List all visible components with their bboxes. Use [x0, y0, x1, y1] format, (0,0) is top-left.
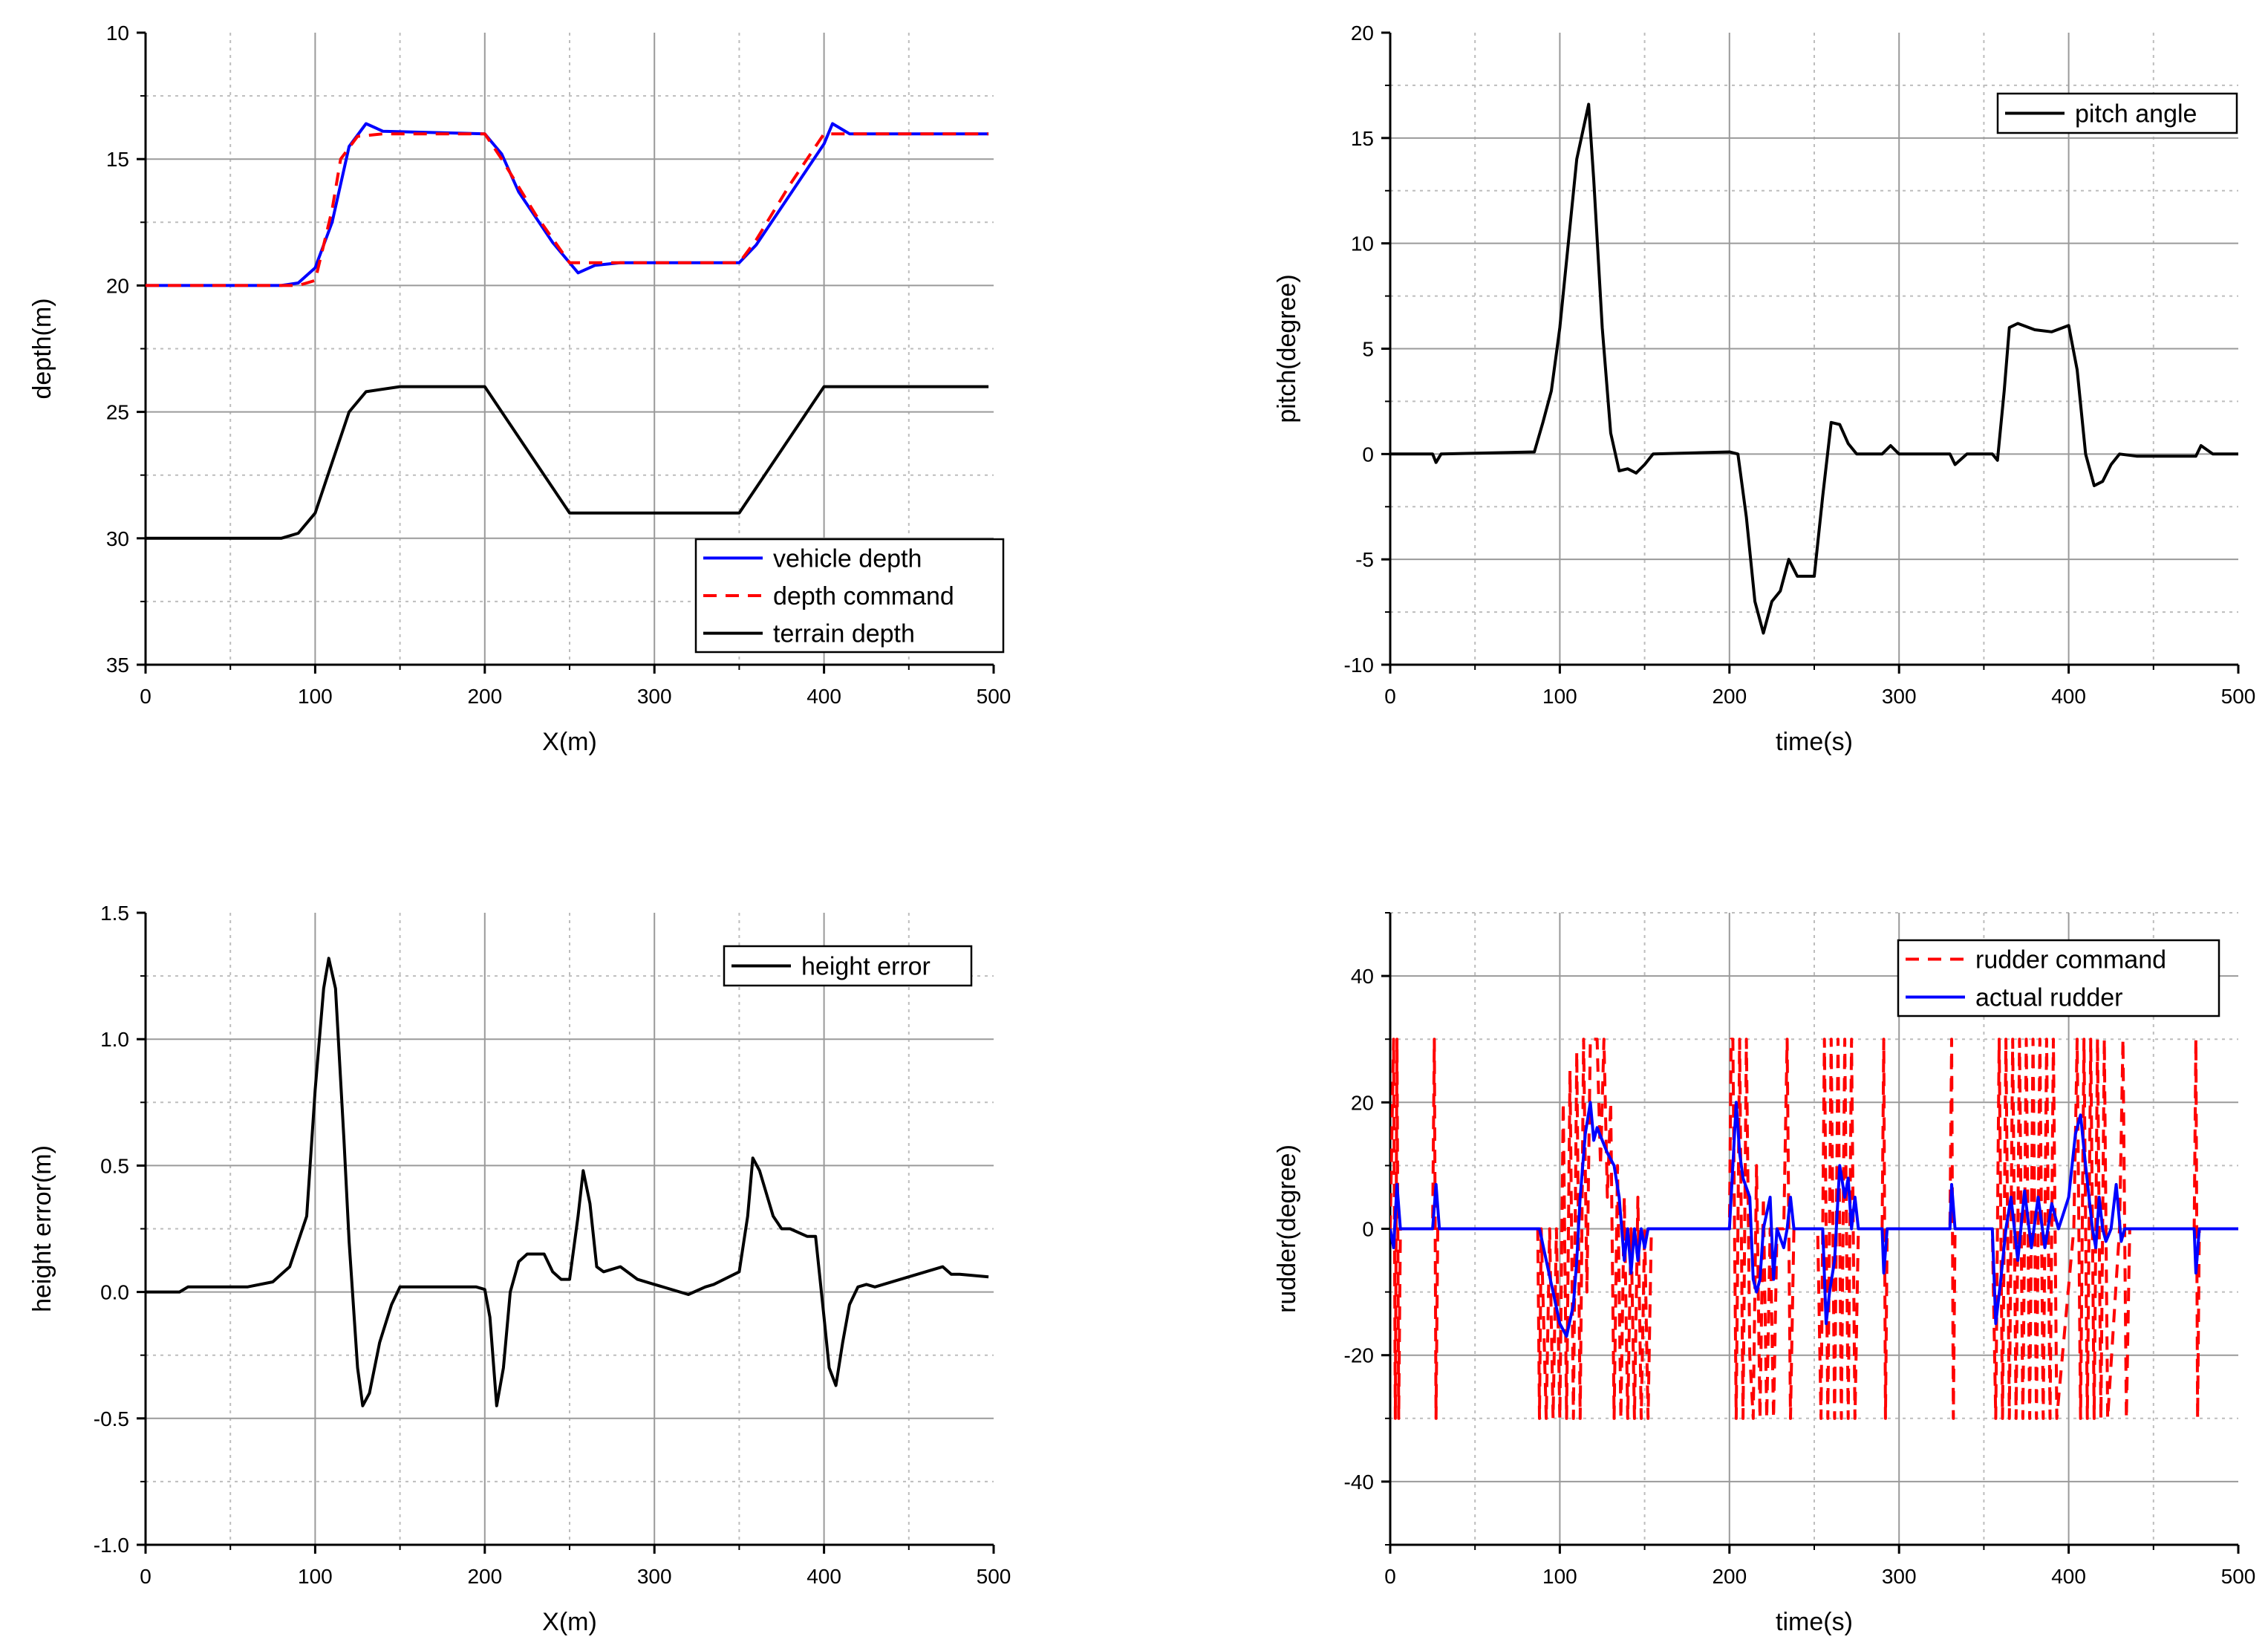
pitch-x-tick-label: 100 — [1542, 685, 1577, 708]
height_error-legend: height error — [723, 945, 973, 987]
depth-x-tick-label: 500 — [977, 685, 1011, 708]
depth-y-tick-label: 10 — [106, 22, 129, 45]
rudder-x-tick-label: 100 — [1542, 1565, 1577, 1588]
height_error-series-height-error — [146, 957, 989, 1407]
pitch-x-tick-label: 400 — [2051, 685, 2086, 708]
rudder-x-tick-label: 300 — [1882, 1565, 1917, 1588]
rudder-legend-label: rudder command — [1975, 946, 2166, 974]
rudder-legend: rudder command actual rudder — [1897, 939, 2220, 1017]
pitch-x-axis-label: time(s) — [1776, 728, 1853, 756]
depth-y-tick-label: 25 — [106, 401, 129, 424]
rudder-y-tick-label: -20 — [1344, 1344, 1374, 1367]
height_error-y-tick-label: -1.0 — [94, 1534, 129, 1557]
pitch-y-tick-label: 0 — [1362, 443, 1374, 466]
depth-x-tick-label: 400 — [806, 685, 841, 708]
depth-y-tick-label: 15 — [106, 148, 129, 171]
depth-series-depth-command — [146, 132, 989, 287]
depth-y-axis-label: depth(m) — [28, 298, 56, 399]
rudder-x-axis-label: time(s) — [1776, 1608, 1853, 1636]
depth-series-terrain-depth — [146, 385, 989, 540]
depth-legend: vehicle depth depth command terrain depth — [694, 538, 1005, 654]
pitch-y-tick-label: 5 — [1362, 338, 1374, 361]
height_error-y-tick-label: -0.5 — [94, 1407, 129, 1430]
rudder-y-tick-label: 40 — [1351, 965, 1374, 988]
rudder-x-tick-label: 200 — [1712, 1565, 1747, 1588]
depth-legend-label: depth command — [773, 582, 954, 610]
depth-x-tick-label: 300 — [637, 685, 672, 708]
height_error-y-tick-label: 0.5 — [100, 1154, 129, 1177]
height_error-legend-label: height error — [801, 953, 931, 981]
depth-y-tick-label: 35 — [106, 654, 129, 677]
depth-series-group — [146, 122, 989, 540]
pitch-y-axis-label: pitch(degree) — [1273, 274, 1301, 423]
rudder-series-rudder-command — [1390, 1038, 2238, 1420]
depth-x-tick-label: 200 — [467, 685, 502, 708]
pitch-y-tick-label: 10 — [1351, 232, 1374, 255]
pitch-y-tick-label: 15 — [1351, 127, 1374, 150]
height_error-chart: 0 100 200 300 400 500 -1.0 -0.5 0.0 0.5 1.0 1.5 X(m)… — [28, 902, 1011, 1636]
rudder-y-tick-label: 0 — [1362, 1218, 1374, 1241]
pitch-x-tick-label: 500 — [2221, 685, 2256, 708]
depth-x-tick-label: 0 — [140, 685, 151, 708]
depth-legend-label: terrain depth — [773, 620, 915, 648]
rudder-x-tick-label: 500 — [2221, 1565, 2256, 1588]
pitch-legend-label: pitch angle — [2075, 100, 2197, 128]
rudder-legend-box — [1897, 939, 2220, 1017]
depth-x-tick-label: 100 — [298, 685, 333, 708]
pitch-y-tick-label: 20 — [1351, 22, 1374, 45]
pitch-x-tick-label: 200 — [1712, 685, 1747, 708]
depth-y-tick-label: 30 — [106, 527, 129, 550]
rudder-x-tick-label: 400 — [2051, 1565, 2086, 1588]
depth-y-tick-label: 20 — [106, 274, 129, 297]
height_error-x-axis-label: X(m) — [542, 1608, 597, 1636]
rudder-chart: 0 100 200 300 400 500 -40 -20 0 20 40 time(s) rudder… — [1273, 912, 2256, 1636]
pitch-y-tick-label: -5 — [1355, 548, 1374, 571]
depth-x-axis-label: X(m) — [542, 728, 597, 756]
height_error-x-tick-label: 0 — [140, 1565, 151, 1588]
height_error-legend-box — [723, 945, 973, 987]
rudder-y-tick-label: -40 — [1344, 1471, 1374, 1494]
pitch-x-tick-label: 0 — [1384, 685, 1396, 708]
rudder-y-tick-label: 20 — [1351, 1091, 1374, 1114]
height_error-series-group — [146, 957, 989, 1407]
pitch-series-pitch-angle — [1390, 102, 2238, 635]
pitch-y-tick-label: -10 — [1344, 654, 1374, 677]
pitch-chart: 0 100 200 300 400 500 -10 -5 0 5 10 15 20 time(s) pitc… — [1273, 22, 2255, 756]
rudder-series-actual-rudder — [1390, 1101, 2238, 1338]
pitch-series-group — [1390, 102, 2238, 635]
height_error-x-tick-label: 500 — [977, 1565, 1011, 1588]
depth-series-vehicle-depth — [146, 122, 989, 287]
height_error-y-tick-label: 0.0 — [100, 1281, 129, 1304]
height_error-x-tick-label: 300 — [637, 1565, 672, 1588]
depth-legend-label: vehicle depth — [773, 544, 922, 573]
height_error-y-tick-label: 1.5 — [100, 902, 129, 925]
pitch-legend: pitch angle — [1996, 92, 2238, 134]
rudder-y-axis-label: rudder(degree) — [1273, 1144, 1301, 1313]
rudder-x-tick-label: 0 — [1384, 1565, 1396, 1588]
rudder-series-group — [1390, 1038, 2238, 1420]
depth-chart: 0 100 200 300 400 500 10 15 20 25 30 35 X(m) depth(m)… — [28, 22, 1011, 756]
rudder-legend-label: actual rudder — [1975, 984, 2122, 1012]
height_error-x-tick-label: 200 — [467, 1565, 502, 1588]
pitch-x-tick-label: 300 — [1882, 685, 1917, 708]
height_error-x-tick-label: 400 — [806, 1565, 841, 1588]
height_error-y-tick-label: 1.0 — [100, 1028, 129, 1051]
height_error-y-axis-label: height error(m) — [28, 1145, 56, 1312]
height_error-x-tick-label: 100 — [298, 1565, 333, 1588]
